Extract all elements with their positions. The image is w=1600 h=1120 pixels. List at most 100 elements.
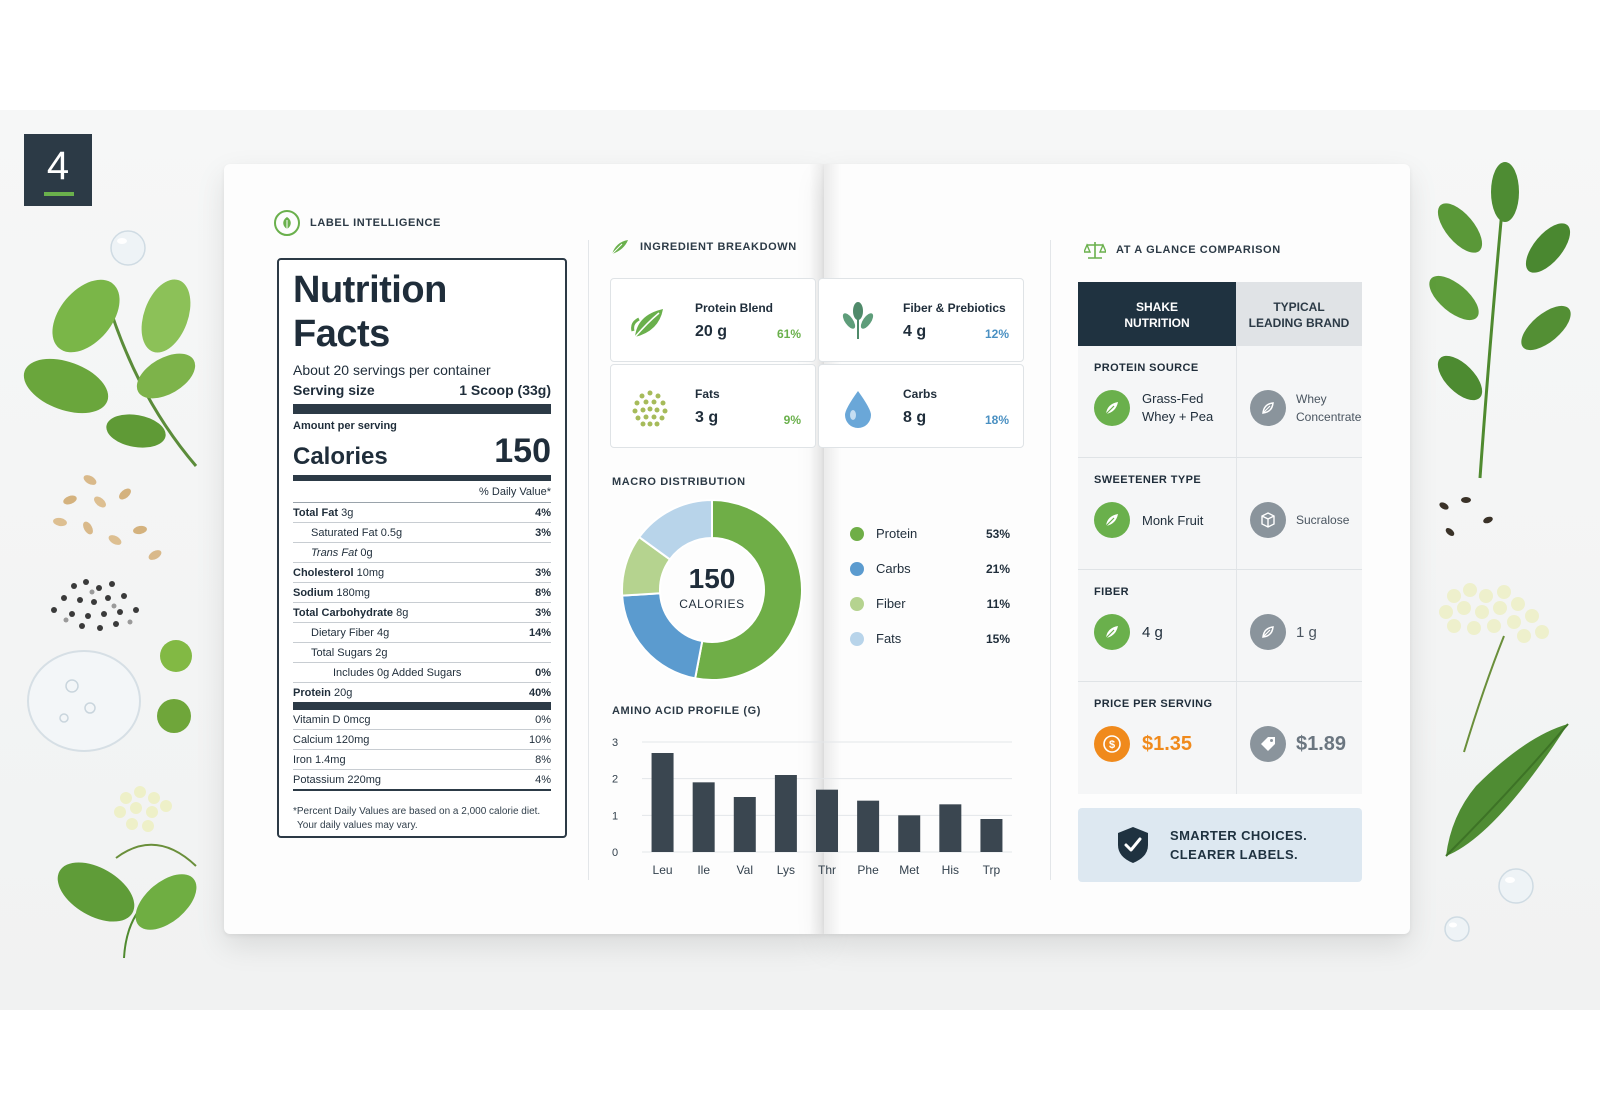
y-tick-label: 2 — [612, 774, 618, 786]
nutrient-pct: 8% — [535, 587, 551, 599]
column-header-line: NUTRITION — [1124, 316, 1190, 330]
chia-seeds-decoration — [51, 579, 139, 631]
leaf-icon — [1094, 390, 1130, 426]
nutrient-name: Total Fat — [293, 507, 339, 519]
vitamin-name: Iron 1.4mg — [293, 754, 346, 766]
donut-center-label: CALORIES — [679, 597, 745, 611]
legend-label: Fiber — [876, 596, 906, 611]
vitamin-name: Vitamin D 0mcg — [293, 714, 371, 726]
legend-dot — [850, 631, 864, 646]
serving-size-label: Serving size — [293, 382, 375, 398]
x-tick-label: Trp — [983, 863, 1001, 877]
herb-branch-decoration — [1429, 162, 1571, 479]
leaf-outline-icon — [1250, 614, 1286, 650]
ingredient-amount: 4 g — [903, 323, 927, 340]
x-tick-label: Lys — [777, 863, 795, 877]
amino-bar-met — [898, 815, 921, 852]
tagline-line-2: CLEARER LABELS. — [1170, 847, 1299, 862]
shake-value-line: Monk Fruit — [1142, 512, 1204, 528]
comparison-row-fiber: FIBER 4 g 1 g — [1078, 570, 1362, 682]
legend-label: Carbs — [876, 561, 911, 576]
brand-value: Sucralose — [1250, 502, 1349, 538]
leaf-icon — [1094, 502, 1130, 538]
shake-value-line: Grass-Fed — [1142, 391, 1204, 406]
ingredient-name: Carbs — [903, 387, 938, 401]
shake-price: $1.35 — [1142, 732, 1193, 755]
x-tick-label: Ile — [697, 863, 710, 877]
nutrient-pct: 40% — [528, 687, 551, 699]
amino-bar-lys — [774, 775, 797, 852]
nutrient-pct: 3% — [535, 607, 551, 619]
nutrient-amount: 8g — [396, 607, 409, 619]
y-tick-label: 3 — [612, 737, 618, 749]
nutrient-amount: 4g — [377, 627, 390, 639]
comparison-table: SHAKE NUTRITION TYPICAL LEADING BRAND PR… — [1078, 282, 1362, 794]
droplet-icon — [845, 391, 871, 428]
donut-slice-fats — [637, 498, 713, 561]
vitamin-pct: 8% — [535, 754, 551, 766]
ingredient-breakdown-header: INGREDIENT BREAKDOWN — [610, 238, 797, 256]
nutrient-pct: 4% — [535, 507, 551, 519]
flower-sprig-decoration — [114, 786, 197, 867]
nutrient-row-trans-fat: Trans Fat 0g — [293, 543, 551, 563]
label-intelligence-header: LABEL INTELLIGENCE — [274, 210, 441, 236]
comparison-row-title: SWEETENER TYPE — [1094, 474, 1202, 486]
legend-value: 15% — [985, 631, 1010, 646]
donut-slice-protein — [693, 498, 803, 681]
amino-acid-bar-chart: 0 1 2 3 Leu Ile Val Lys Thr Phe Met His Trp — [612, 737, 1012, 877]
amount-per-serving: Amount per serving — [293, 420, 397, 432]
calories-value: 150 — [494, 432, 551, 470]
vitamin-pct: 4% — [535, 774, 551, 786]
vitamin-row: Potassium 220mg 4% — [293, 770, 551, 791]
nutrient-row-total-sugars: Total Sugars 2g — [293, 643, 551, 663]
nutrient-name: Trans Fat — [311, 547, 358, 559]
daily-value-footnote: *Percent Daily Values are based on a 2,0… — [293, 805, 551, 833]
amino-bar-trp — [980, 819, 1003, 852]
comparison-row-price: PRICE PER SERVING $ $1.35 $1.89 — [1078, 682, 1362, 794]
leaf-icon — [1094, 614, 1130, 650]
leaf-icon — [631, 309, 663, 338]
legend-value: 53% — [985, 526, 1010, 541]
ingredient-amount: 8 g — [903, 409, 927, 426]
comparison-column-divider — [1236, 346, 1237, 794]
gel-dish-decoration — [27, 650, 141, 752]
step-badge: 4 — [24, 134, 92, 206]
vitamin-row: Calcium 120mg 10% — [293, 730, 551, 750]
ingredient-name: Fats — [695, 387, 720, 401]
nutrient-name: Protein — [293, 687, 331, 699]
vitamin-name: Potassium 220mg — [293, 774, 382, 786]
legend-dot — [850, 526, 864, 541]
oat-seeds-decoration — [53, 475, 162, 560]
leaf-icon — [274, 210, 300, 236]
x-tick-label: Leu — [653, 863, 673, 877]
green-pea-decoration — [157, 640, 192, 733]
shield-check-icon — [1118, 827, 1148, 863]
ingredient-name: Fiber & Prebiotics — [903, 301, 1006, 315]
brand-value: 1 g — [1250, 614, 1317, 650]
amino-bar-phe — [857, 800, 880, 852]
nutrient-amount: 3g — [341, 507, 354, 519]
comparison-row-title: PRICE PER SERVING — [1094, 698, 1213, 710]
ingredient-pct: 61% — [776, 327, 801, 341]
scale-icon — [1084, 242, 1106, 259]
amino-acid-title: AMINO ACID PROFILE (g) — [612, 705, 762, 717]
column-header-line: TYPICAL — [1273, 300, 1325, 314]
svg-text:$: $ — [1109, 739, 1115, 751]
amino-bar-ile — [692, 782, 715, 852]
water-droplet-decoration-2 — [1498, 868, 1534, 904]
calories-label: Calories — [293, 443, 388, 470]
donut-center-value: 150 — [689, 563, 736, 594]
ingredient-amount: 20 g — [695, 323, 728, 340]
ingredient-amount: 3 g — [695, 409, 719, 426]
legend-item-carbs: Carbs 21% — [850, 561, 1010, 576]
ingredient-card-protein: Protein Blend 20 g 61% — [610, 278, 816, 362]
servings-per-container: About 20 servings per container — [293, 362, 491, 378]
ingredient-card-carbs: Carbs 8 g 18% — [818, 364, 1024, 448]
nutrient-amount: 20g — [333, 687, 353, 699]
comparison-header: AT A GLANCE COMPARISON — [1084, 240, 1281, 260]
amino-bar-his — [939, 804, 962, 852]
comparison-row-sweetener: SWEETENER TYPE Monk Fruit Sucralose — [1078, 458, 1362, 570]
brand-value-line: Concentrate — [1296, 410, 1362, 424]
shake-value: Monk Fruit — [1094, 502, 1203, 538]
legend-value: 21% — [985, 561, 1010, 576]
